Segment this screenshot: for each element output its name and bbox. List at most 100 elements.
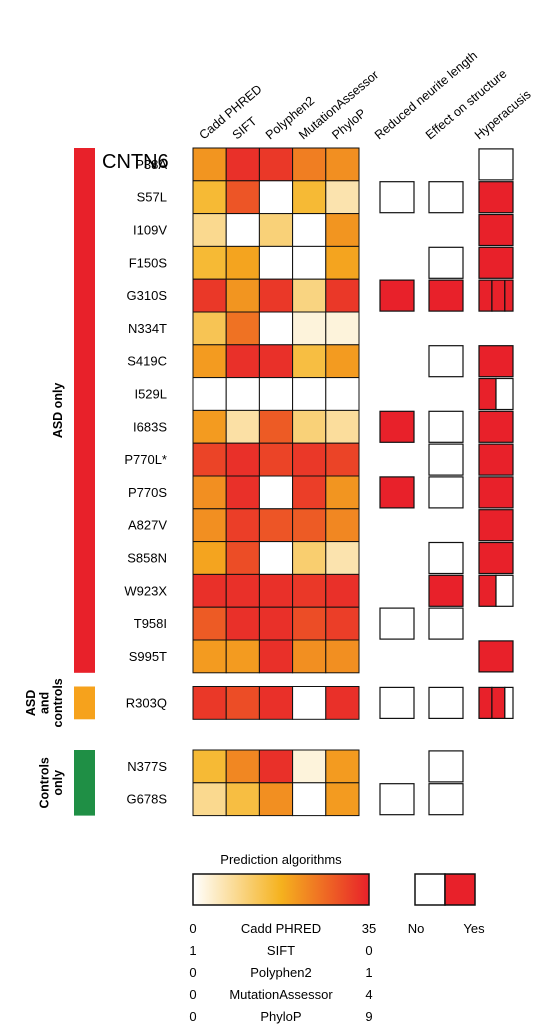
heat-cell-n377s-phylop: [325, 749, 360, 784]
heat-cell-p770s-polyphen2: [258, 475, 294, 510]
heat-cell-n334t-sift: [225, 311, 260, 346]
scale-title: Prediction algorithms: [220, 852, 342, 867]
row-label-p38a: P38A: [135, 157, 167, 172]
neurite-box-s57l: [379, 181, 415, 214]
heat-cell-n377s-sift: [225, 749, 260, 784]
group-label-controls-only: only: [51, 770, 65, 796]
heat-cell-g678s-mutationassessor: [292, 782, 327, 817]
heat-cell-g678s-cadd-phred: [192, 782, 227, 817]
row-label-r303q: R303Q: [126, 695, 167, 710]
heat-cell-p770s-sift: [225, 475, 260, 510]
scale-min-phylop: 0: [189, 1009, 196, 1024]
hyperacusis-box-w923x: [495, 574, 514, 607]
row-label-s419c: S419C: [127, 354, 167, 369]
scale-name-cadd-phred: Cadd PHRED: [241, 921, 321, 936]
heat-cell-s57l-mutationassessor: [292, 180, 327, 215]
heat-cell-s995t-mutationassessor: [292, 639, 327, 674]
heat-cell-p770l-phylop: [325, 442, 360, 477]
heat-cell-s858n-cadd-phred: [192, 541, 227, 575]
hyperacusis-box-p770l: [478, 443, 514, 476]
heat-cell-s419c-mutationassessor: [292, 344, 327, 379]
heat-cell-s858n-polyphen2: [258, 541, 294, 575]
hyperacusis-box-i109v: [478, 213, 514, 247]
scale-max-phylop: 9: [365, 1009, 372, 1024]
heat-cell-i529l-cadd-phred: [192, 377, 227, 411]
heat-cell-g678s-polyphen2: [258, 782, 294, 817]
heat-cell-i109v-polyphen2: [258, 213, 294, 247]
heat-cell-w923x-phylop: [325, 573, 360, 608]
scale-max-cadd-phred: 35: [362, 921, 376, 936]
structure-box-t958i: [428, 607, 464, 640]
heat-cell-i529l-sift: [225, 377, 260, 411]
structure-box-p770l: [428, 443, 464, 476]
heat-cell-g310s-sift: [225, 278, 260, 313]
scale-name-phylop: PhyloP: [260, 1009, 301, 1024]
structure-box-g678s: [428, 783, 464, 816]
hyperacusis-box-s57l: [478, 181, 514, 214]
hyperacusis-box-r303q: [478, 686, 493, 720]
group-label-asd-and-controls: and: [38, 692, 52, 714]
hyperacusis-box-i683s: [478, 410, 514, 443]
heat-cell-a827v-polyphen2: [258, 508, 294, 543]
heat-cell-s419c-polyphen2: [258, 344, 294, 379]
heat-cell-n334t-cadd-phred: [192, 311, 227, 346]
scale-max-mutationassessor: 4: [365, 987, 372, 1002]
binary-yes-box: [444, 873, 476, 906]
heat-cell-n377s-polyphen2: [258, 749, 294, 784]
hyperacusis-box-a827v: [478, 509, 514, 542]
heat-cell-s57l-phylop: [325, 180, 360, 215]
structure-box-g310s: [428, 279, 464, 312]
heat-cell-n334t-mutationassessor: [292, 311, 327, 346]
row-label-g310s: G310S: [127, 288, 168, 303]
heat-cell-a827v-cadd-phred: [192, 508, 227, 543]
scale-name-mutationassessor: MutationAssessor: [229, 987, 333, 1002]
heat-cell-f150s-cadd-phred: [192, 245, 227, 280]
heat-cell-p38a-sift: [225, 147, 260, 182]
heat-cell-s57l-polyphen2: [258, 180, 294, 215]
row-label-n334t: N334T: [128, 321, 167, 336]
heat-cell-r303q-cadd-phred: [192, 686, 227, 720]
row-label-p770l: P770L*: [124, 452, 167, 467]
heat-cell-p38a-polyphen2: [258, 147, 294, 182]
hyperacusis-box-r303q: [504, 686, 514, 720]
heat-cell-r303q-mutationassessor: [292, 686, 327, 720]
hyperacusis-box-p770s: [478, 476, 514, 509]
hyperacusis-box-r303q: [491, 686, 506, 720]
hyperacusis-box-s858n: [478, 541, 514, 575]
heat-cell-n334t-phylop: [325, 311, 360, 346]
heat-cell-p38a-mutationassessor: [292, 147, 327, 182]
heat-cell-t958i-phylop: [325, 606, 360, 641]
group-bar-controls-only: [74, 750, 95, 816]
binary-no-label: No: [408, 921, 425, 936]
heat-cell-g678s-sift: [225, 782, 260, 817]
scale-max-sift: 0: [365, 943, 372, 958]
neurite-box-g310s: [379, 279, 415, 312]
heat-cell-n377s-mutationassessor: [292, 749, 327, 784]
heat-cell-n334t-polyphen2: [258, 311, 294, 346]
structure-box-f150s: [428, 246, 464, 279]
neurite-box-i683s: [379, 410, 415, 443]
heat-cell-p770l-cadd-phred: [192, 442, 227, 477]
binary-no-box: [414, 873, 446, 906]
row-label-s858n: S858N: [127, 551, 167, 566]
heat-cell-g678s-phylop: [325, 782, 360, 817]
color-scale-bar: [192, 873, 370, 906]
heat-cell-t958i-polyphen2: [258, 606, 294, 641]
hyperacusis-box-p38a: [478, 148, 514, 181]
heat-cell-i683s-mutationassessor: [292, 409, 327, 444]
heat-cell-i683s-sift: [225, 409, 260, 444]
row-label-p770s: P770S: [128, 485, 167, 500]
structure-box-w923x: [428, 574, 464, 607]
heat-cell-r303q-polyphen2: [258, 686, 294, 720]
structure-box-s419c: [428, 345, 464, 378]
heat-cell-p770s-cadd-phred: [192, 475, 227, 510]
heat-cell-f150s-sift: [225, 245, 260, 280]
heat-cell-r303q-phylop: [325, 686, 360, 720]
neurite-box-g678s: [379, 783, 415, 816]
heat-cell-s995t-cadd-phred: [192, 639, 227, 674]
binary-yes-label: Yes: [463, 921, 485, 936]
heat-cell-s419c-cadd-phred: [192, 344, 227, 379]
heat-cell-s419c-phylop: [325, 344, 360, 379]
heat-cell-s57l-cadd-phred: [192, 180, 227, 215]
